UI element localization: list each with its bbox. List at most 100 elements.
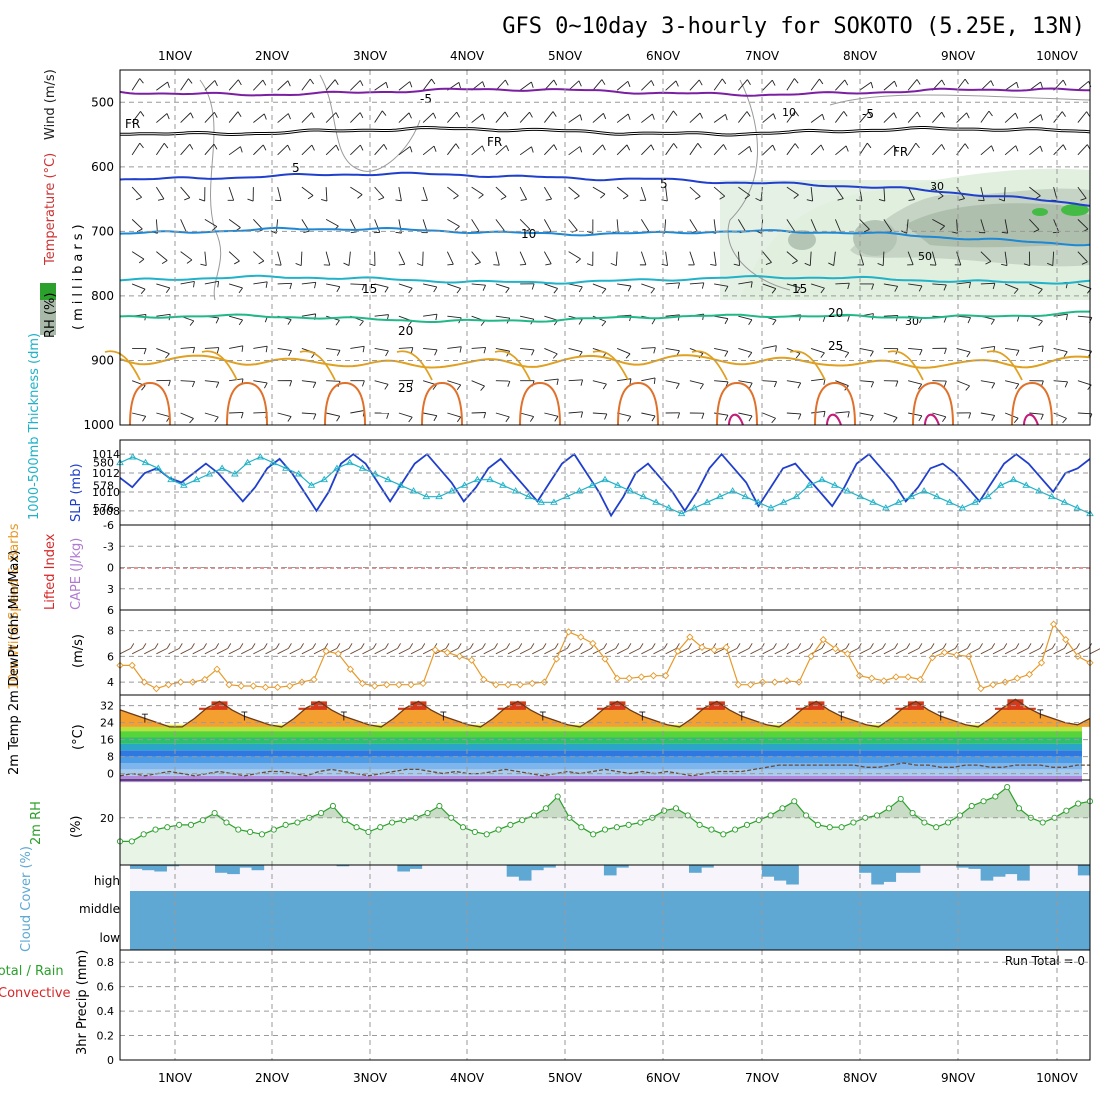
wind-barb-flag	[724, 415, 729, 421]
wind-barb-flag	[967, 317, 971, 324]
day-label-bottom: 10NOV	[1036, 1071, 1078, 1085]
isotherm-label: -5	[420, 92, 432, 106]
wind-barb	[980, 145, 995, 156]
rh2m-marker	[743, 821, 751, 828]
rh-2m-panel	[116, 784, 1094, 865]
wind10-barb-flag	[1027, 643, 1032, 649]
cloud-high-bar	[968, 865, 982, 869]
wind-barb-flag	[545, 198, 552, 201]
wind-barb-flag	[773, 381, 778, 388]
li-tick: 3	[107, 583, 114, 596]
wind10-barb-flag	[178, 643, 183, 649]
wind-barb-shaft	[398, 81, 411, 91]
wind-barb-shaft	[762, 412, 776, 419]
wind-barb-shaft	[810, 219, 818, 233]
wind-barb-shaft	[1004, 187, 1006, 202]
thickness-marker	[345, 458, 354, 466]
thickness-line	[119, 456, 1091, 515]
wind-barb-shaft	[1004, 219, 1009, 234]
wind10-barb	[665, 647, 677, 655]
cloud-high-bar	[1017, 865, 1030, 881]
wind-barb-shaft	[398, 251, 406, 265]
wind-barb-shaft	[350, 283, 365, 286]
wind-barb	[422, 145, 437, 156]
wind-barb-shaft	[907, 142, 917, 156]
wind-barb	[395, 219, 402, 234]
wind-barb-flag	[725, 114, 728, 121]
wind10-barb	[386, 647, 398, 655]
wind-barb	[156, 251, 168, 265]
wind-barb	[520, 412, 535, 422]
wind10-barb-flag	[979, 643, 983, 649]
wind-barb	[835, 282, 850, 290]
wind-barb-shaft	[568, 114, 581, 123]
thickness-marker	[945, 498, 954, 505]
wind-barb-shaft	[907, 186, 915, 200]
wind-barb-flag	[238, 319, 243, 326]
wind10-barb	[301, 647, 313, 655]
wind-barb-flag	[844, 352, 850, 358]
wind-barb-shaft	[471, 380, 485, 387]
rh2m-marker	[779, 805, 786, 812]
wind-barb	[617, 378, 632, 385]
cloud-high-bar	[531, 865, 544, 871]
wind-barb-flag	[369, 263, 376, 267]
wind-barb	[883, 380, 899, 387]
isotherm-label: 20	[828, 306, 843, 320]
wind-barb-flag	[200, 263, 207, 267]
wind-barb-shaft	[350, 80, 361, 91]
wind-barb-shaft	[762, 380, 777, 382]
wind-barb-shaft	[471, 219, 480, 232]
wind-barb-shaft	[859, 348, 874, 352]
wind10-barb	[641, 647, 653, 655]
wind-barb-shaft	[1077, 186, 1087, 199]
upper-rh-contour	[727, 79, 791, 291]
wind-barb	[610, 251, 618, 267]
wind-barb-flag	[157, 198, 164, 201]
wind10-marker	[528, 679, 536, 688]
rh2m-marker	[696, 821, 703, 828]
wind-barb-flag	[287, 113, 291, 120]
wind-barb-flag	[335, 320, 340, 326]
cloud-level-label: middle	[79, 902, 120, 916]
isotherm-5	[119, 171, 1091, 207]
wind-barb	[471, 219, 480, 234]
wind-barb-flag	[395, 231, 402, 234]
wind10-barb-flag	[954, 643, 959, 649]
panel-frames	[119, 69, 1091, 1061]
wind-barb-shaft	[859, 81, 872, 91]
wind-barb-shaft	[180, 186, 191, 198]
wind10-barb-flag	[300, 643, 304, 649]
wind10-marker	[552, 655, 561, 663]
wind-barb-shaft	[689, 186, 701, 197]
wind-barb	[204, 280, 220, 288]
wind-barb-shaft	[228, 186, 235, 201]
wind-barb	[1005, 380, 1020, 390]
isotherm-label: 20	[398, 324, 413, 338]
wind-barb-flag	[519, 263, 526, 266]
wind-barb-shaft	[689, 112, 701, 123]
low-level-loop-orange	[226, 381, 268, 426]
isotherm-label: FR	[487, 135, 502, 149]
wind-barb	[762, 79, 776, 91]
wind10-marker	[649, 672, 658, 680]
wind-barb-flag	[748, 319, 753, 325]
wind10-barb	[895, 647, 908, 655]
wind-barb-shaft	[738, 145, 750, 156]
upper-rh-shading-90b	[1032, 208, 1048, 216]
wind-barb	[786, 380, 802, 389]
wind10-barb	[859, 647, 871, 655]
cloud-high-bar	[506, 865, 520, 877]
low-level-loop-yellow	[986, 350, 1023, 381]
wind-barb-flag	[1001, 231, 1008, 234]
wind-barb-shaft	[1029, 283, 1043, 290]
wind-barb-flag	[138, 258, 145, 264]
wind-barb-flag	[601, 288, 607, 294]
upper-ytick-label: 700	[91, 224, 114, 238]
wind10-barb	[507, 647, 520, 655]
isotherm-label: FR	[125, 117, 140, 131]
wind-barb-shaft	[568, 379, 583, 382]
rh2m-marker	[211, 810, 218, 817]
wind-barb-shaft	[1077, 80, 1089, 91]
wind-barb-shaft	[447, 283, 461, 289]
